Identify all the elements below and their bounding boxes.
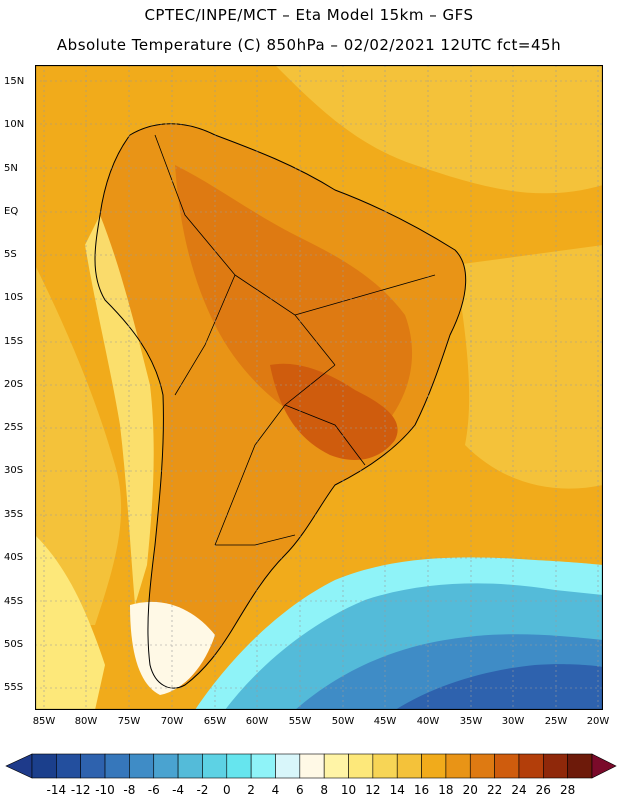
colorbar-label: 24 [511,783,527,797]
lat-label-35s: 35S [4,509,24,520]
cold-mass-4 [395,664,603,710]
colorbar-swatches [5,753,617,779]
lat-label-50s: 50S [4,639,24,650]
lat-label-eq: EQ [4,206,19,217]
south-america-land [95,123,466,689]
colorbar-label: -8 [123,783,136,797]
colorbar-swatch [567,753,593,779]
colorbar-label: 8 [320,783,328,797]
map-frame [35,65,603,710]
colorbar-label: 14 [389,783,405,797]
colorbar [5,753,617,779]
colorbar-swatch [104,753,130,779]
colorbar-label: -10 [95,783,115,797]
colorbar-label: 20 [462,783,478,797]
colorbar-swatch [445,753,471,779]
colorbar-label: 26 [535,783,551,797]
colorbar-label: -2 [196,783,209,797]
lat-label-15s: 15S [4,336,24,347]
colorbar-swatch [518,753,544,779]
lon-label-65w: 65W [203,716,227,727]
lat-label-20s: 20S [4,379,24,390]
colorbar-swatch [372,753,398,779]
colorbar-swatch [226,753,252,779]
colorbar-swatch [80,753,106,779]
lat-label-5n: 5N [4,163,18,174]
lon-label-30w: 30W [501,716,525,727]
interior-hot-zone [175,165,413,434]
colorbar-label: 6 [295,783,304,797]
lon-label-55w: 55W [288,716,312,727]
colorbar-end-left [5,753,33,779]
north-ocean-band [275,65,603,194]
lat-label-55s: 55S [4,682,24,693]
colorbar-label: 18 [438,783,454,797]
colorbar-label: -12 [70,783,91,797]
colorbar-swatch [494,753,520,779]
lat-label-10s: 10S [4,292,24,303]
colorbar-label: 4 [271,783,280,797]
colorbar-swatch [348,753,374,779]
lat-label-10n: 10N [4,119,25,130]
colorbar-swatch [421,753,447,779]
lon-label-35w: 35W [459,716,483,727]
colorbar-label: 16 [413,783,430,797]
colorbar-swatch [153,753,179,779]
lon-label-25w: 25W [544,716,568,727]
west-ocean-cooler [35,535,105,710]
colorbar-swatch [396,753,422,779]
northeast-ocean-band [455,245,603,489]
colorbar-swatch [323,753,349,779]
lon-label-70w: 70W [160,716,184,727]
lat-label-40s: 40S [4,552,24,563]
temperature-map [35,65,603,710]
lon-label-50w: 50W [331,716,355,727]
lon-label-45w: 45W [373,716,397,727]
colorbar-swatch [177,753,203,779]
colorbar-swatch [129,753,155,779]
lon-label-75w: 75W [117,716,141,727]
colorbar-swatch [299,753,325,779]
colorbar-swatch [469,753,495,779]
colorbar-swatch [202,753,228,779]
colorbar-label: 12 [365,783,381,797]
colorbar-label: 10 [340,783,357,797]
map-title-line-2: Absolute Temperature (C) 850hPa – 02/02/… [56,36,562,54]
map-title-line-1: CPTEC/INPE/MCT – Eta Model 15km – GFS [144,6,474,24]
lon-label-85w: 85W [32,716,56,727]
west-ocean-cool [35,265,122,625]
lon-label-40w: 40W [416,716,440,727]
colorbar-label: -6 [147,783,160,797]
colorbar-end-right [591,753,617,779]
center-west-hottest [270,363,398,460]
colorbar-label: -4 [172,783,185,797]
colorbar-label: 28 [560,783,576,797]
lat-label-30s: 30S [4,465,24,476]
lon-label-80w: 80W [74,716,98,727]
colorbar-swatch [250,753,276,779]
lat-label-5s: 5S [4,249,17,260]
coastline [94,123,467,689]
lat-label-15n: 15N [4,76,25,87]
lon-label-20w: 20W [586,716,610,727]
colorbar-swatch [543,753,568,779]
colorbar-swatch [31,753,57,779]
andes-cool-strip [85,215,154,605]
colorbar-label: 0 [222,783,231,797]
colorbar-label: -14 [46,783,67,797]
lat-label-25s: 25S [4,422,24,433]
patagonia-cold [130,601,215,695]
lon-label-60w: 60W [245,716,269,727]
lat-label-45s: 45S [4,596,24,607]
country-borders [154,134,436,546]
colorbar-swatch [275,753,301,779]
colorbar-label: 22 [486,783,503,797]
colorbar-label: 2 [247,783,255,797]
colorbar-swatch [56,753,81,779]
